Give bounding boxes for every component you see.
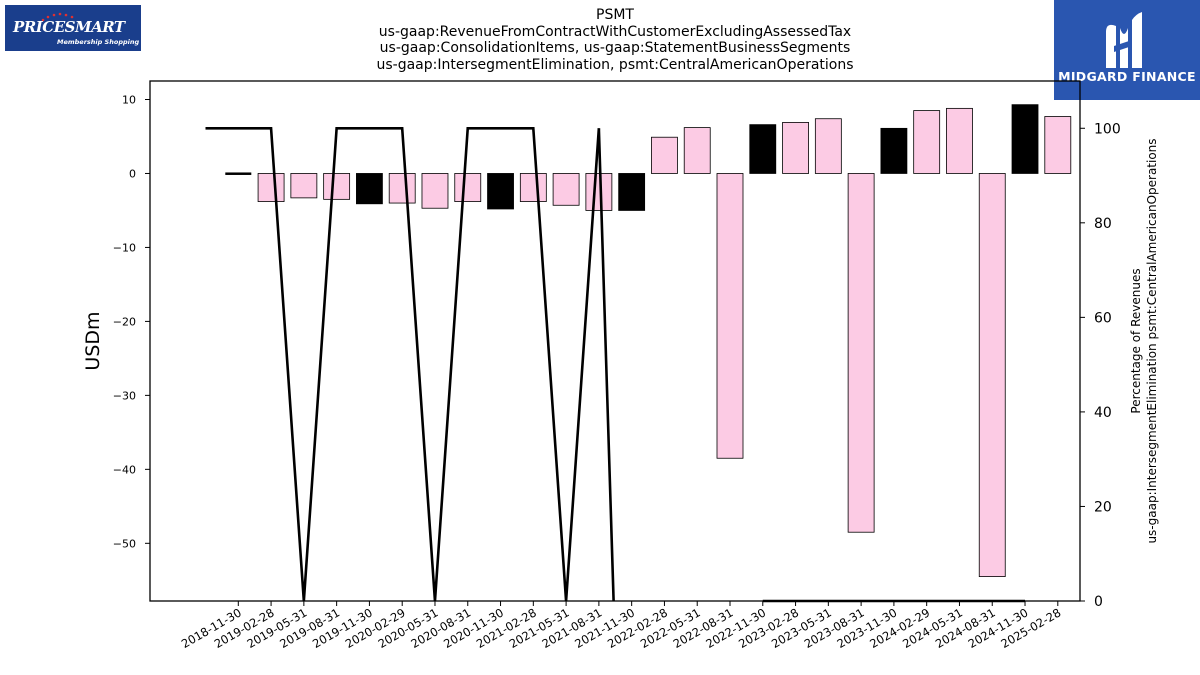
y-tick-label: −10: [113, 241, 136, 254]
y-tick-label: −50: [113, 537, 136, 550]
bar: [487, 173, 514, 210]
bar: [519, 173, 547, 202]
bar: [749, 124, 777, 174]
pricesmart-logo-brand: PRICESMART: [13, 18, 125, 36]
midgard-emblem-icon: [1106, 12, 1142, 68]
bar: [618, 173, 646, 211]
bar: [1044, 116, 1072, 174]
logo-arc-dots-icon: [41, 12, 74, 22]
bar: [585, 173, 613, 211]
bar: [946, 107, 973, 174]
bar: [290, 173, 318, 199]
percentage-line: [597, 128, 615, 602]
bar: [257, 173, 285, 202]
chart-title-line-1: PSMT: [596, 7, 634, 23]
bar: [880, 127, 908, 174]
bar: [683, 127, 711, 174]
bar: [552, 173, 580, 206]
y2-tick-label: 60: [1094, 310, 1112, 326]
midgard-finance-logo-name: MIDGARD FINANCE: [1058, 69, 1196, 84]
bar: [356, 173, 383, 205]
bar: [913, 110, 941, 174]
bar: [454, 173, 482, 202]
y-axis-label: USDm: [82, 311, 104, 370]
y2-axis-label-line-2: us-gaap:IntersegmentElimination psmt:Cen…: [1145, 138, 1159, 543]
bar: [1011, 104, 1039, 174]
chart-title-line-2: us-gaap:RevenueFromContractWithCustomerE…: [378, 23, 852, 40]
bar: [651, 136, 678, 174]
bar: [716, 173, 744, 459]
bar: [225, 172, 252, 175]
chart-title-line-4: us-gaap:IntersegmentElimination, psmt:Ce…: [376, 56, 854, 73]
y-tick-label: −30: [113, 389, 136, 402]
midgard-finance-logo: MIDGARD FINANCE: [1054, 0, 1200, 100]
y-tick-label: 10: [122, 93, 136, 106]
y-tick-label: −40: [113, 463, 136, 476]
pricesmart-logo: PRICESMART Membership Shopping: [5, 5, 141, 51]
y-tick-label: −20: [113, 315, 136, 328]
bar: [782, 122, 809, 174]
plot-frame: [149, 80, 1081, 602]
y2-tick-label: 0: [1094, 594, 1103, 610]
y2-tick-label: 40: [1094, 405, 1112, 421]
bar: [388, 173, 416, 204]
bar: [323, 173, 351, 200]
bar: [978, 173, 1006, 577]
chart-title-line-3: us-gaap:ConsolidationItems, us-gaap:Stat…: [379, 40, 851, 56]
percentage-line: [205, 126, 601, 602]
y2-tick-label: 20: [1094, 499, 1112, 515]
bar: [847, 173, 875, 533]
y2-tick-label: 100: [1094, 121, 1121, 137]
y2-tick-label: 80: [1094, 216, 1112, 232]
y-tick-label: 0: [129, 167, 136, 180]
bar: [421, 173, 449, 209]
bar: [814, 118, 842, 174]
y2-axis-label-line-1: Percentage of Revenues: [1129, 268, 1143, 413]
pricesmart-logo-tagline: Membership Shopping: [57, 38, 140, 46]
